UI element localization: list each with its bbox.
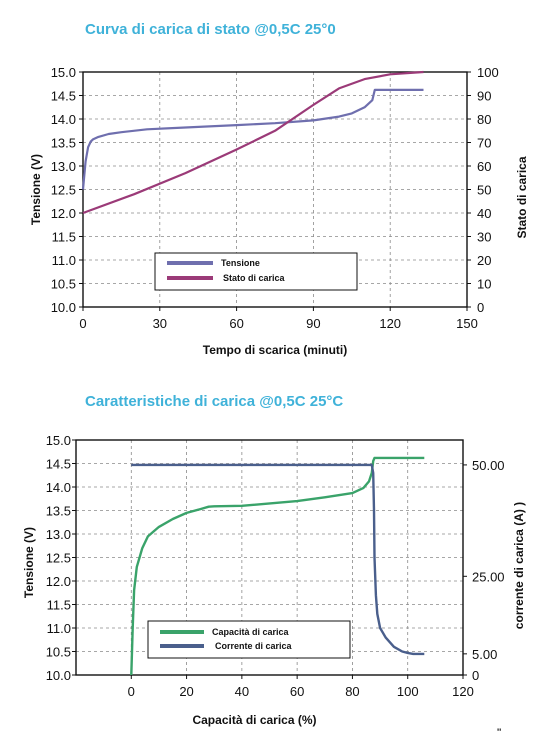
chart-2-xtick-label: 40 <box>235 684 249 699</box>
chart-1-ytick-label: 12.5 <box>51 183 76 198</box>
chart-2-series-corrente-line <box>131 463 425 656</box>
chart-1-y2tick-label: 90 <box>477 89 491 104</box>
footer-mark: '' <box>497 727 501 736</box>
chart-1-y2tick-label: 50 <box>477 183 491 198</box>
chart-2-ytick-label: 11.0 <box>47 621 71 636</box>
chart-1-y2tick-label: 80 <box>477 112 491 127</box>
chart-1-ytick-label: 10.0 <box>51 300 76 315</box>
chart-1-ytick-label: 10.5 <box>51 277 76 292</box>
chart-2-y2tick-label: 5.00 <box>472 647 497 662</box>
chart-1-xtick-label: 150 <box>456 316 478 331</box>
chart-2-ylabel: Tensione (V) <box>22 527 36 598</box>
chart-2-y2tick-label: 0 <box>472 668 479 683</box>
chart-2-xtick-label: 100 <box>397 684 419 699</box>
chart-2-ytick-label: 14.5 <box>46 457 71 472</box>
chart-1-series-tensione-line <box>81 88 424 190</box>
chart-2-xtick-label: 60 <box>290 684 304 699</box>
chart-1-y2label: Stato di carica <box>515 156 529 238</box>
chart-1-ytick-label: 11.0 <box>52 253 76 268</box>
chart-1-ylabel: Tensione (V) <box>29 154 43 225</box>
chart-1-ytick-label: 14.0 <box>51 112 76 127</box>
chart-1-xlabel: Tempo di scarica (minuti) <box>203 343 347 357</box>
chart-2-y2tick-label: 25.00 <box>472 569 505 584</box>
chart-2-xtick-label: 120 <box>452 684 474 699</box>
chart-1-ytick-label: 11.5 <box>52 230 76 245</box>
chart-2-ytick-label: 15.0 <box>46 433 71 448</box>
chart-1-ytick-label: 13.5 <box>51 136 76 151</box>
chart-1-xtick-label: 0 <box>79 316 86 331</box>
chart-1-xtick-label: 30 <box>153 316 167 331</box>
chart-1-y2tick-label: 70 <box>477 136 491 151</box>
chart-2-ytick-label: 10.5 <box>46 645 71 660</box>
chart-2-xtick-label: 0 <box>128 684 135 699</box>
chart-2-y2label: corrente di carica (A) ) <box>512 502 526 629</box>
chart-2-title: Caratteristiche di carica @0,5C 25°C <box>85 393 344 410</box>
chart-1-series-stato-di-carica-line <box>82 70 424 215</box>
chart-1-y2tick-label: 10 <box>477 277 491 292</box>
chart-1-legend-label: Stato di carica <box>223 273 286 283</box>
chart-1-y2tick-label: 40 <box>477 206 491 221</box>
chart-2-ytick-label: 13.0 <box>46 527 71 542</box>
chart-1-y2tick-label: 100 <box>477 65 499 80</box>
chart-2-legend-label: Capacità di carica <box>212 627 290 637</box>
chart-2-ytick-label: 11.5 <box>47 598 71 613</box>
chart-1-xtick-label: 90 <box>306 316 320 331</box>
chart-2-ytick-label: 13.5 <box>46 504 71 519</box>
chart-1-legend-label: Tensione <box>221 258 260 268</box>
chart-1-y2tick-label: 20 <box>477 253 491 268</box>
chart-2-xtick-label: 20 <box>179 684 193 699</box>
chart-2-frame <box>75 439 464 676</box>
chart-1-y2tick-label: 30 <box>477 230 491 245</box>
chart-1-xtick-label: 120 <box>379 316 401 331</box>
chart-1-y2tick-label: 60 <box>477 159 491 174</box>
chart-2-legend-label: Corrente di carica <box>215 641 293 651</box>
chart-1-y2tick-label: 0 <box>477 300 484 315</box>
chart-1-legend <box>154 252 358 291</box>
chart-2-ytick-label: 10.0 <box>46 668 71 683</box>
chart-1-ytick-label: 14.5 <box>51 89 76 104</box>
chart-2-ytick-label: 14.0 <box>46 480 71 495</box>
chart-2-xtick-label: 80 <box>345 684 359 699</box>
chart-1-ytick-label: 13.0 <box>51 159 76 174</box>
chart-2-ytick-label: 12.0 <box>46 574 71 589</box>
chart-1-xtick-label: 60 <box>229 316 243 331</box>
chart-1-ytick-label: 12.0 <box>51 206 76 221</box>
chart-1-ytick-label: 15.0 <box>51 65 76 80</box>
chart-2-xlabel: Capacità di carica (%) <box>192 713 316 727</box>
chart-2-legend <box>147 620 351 659</box>
chart-1-title: Curva di carica di stato @0,5C 25°0 <box>85 21 336 38</box>
chart-2-y2tick-label: 50.00 <box>472 458 505 473</box>
chart-2-ytick-label: 12.5 <box>46 551 71 566</box>
